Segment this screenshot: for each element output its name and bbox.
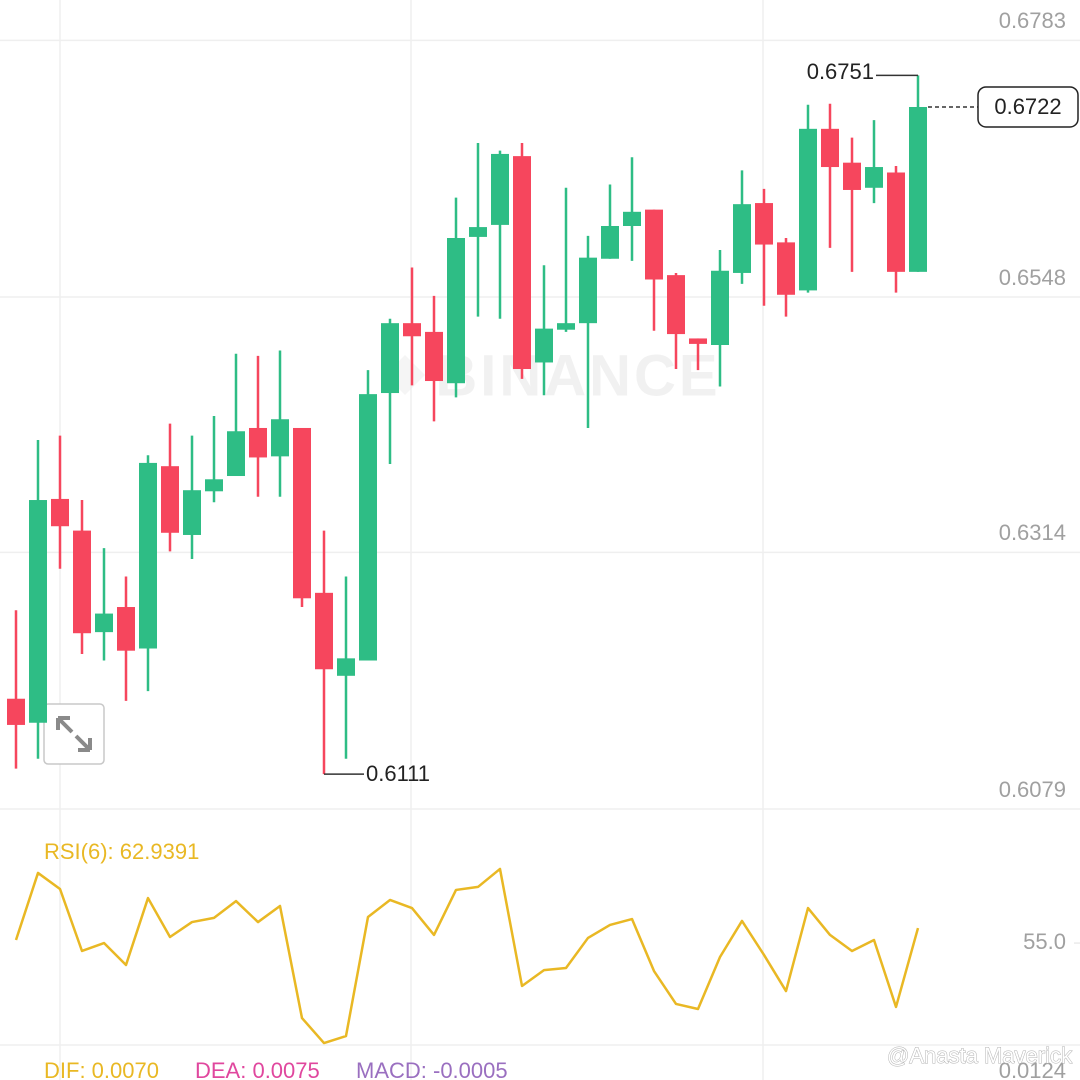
candle-body: [205, 479, 223, 492]
last-price-box: [977, 86, 1079, 128]
candle-body: [601, 225, 619, 259]
legend-entry: DEA: 0.0075: [195, 1058, 320, 1080]
y-tick-label: 0.6314: [999, 520, 1066, 545]
candle-body: [711, 270, 729, 345]
last-price-label: 0.6722: [994, 94, 1061, 119]
y-tick-label: 0.6548: [999, 265, 1066, 290]
candle-body: [843, 162, 861, 190]
candle-body: [183, 490, 201, 535]
candle-body: [117, 607, 135, 651]
y-tick-label: 0.6079: [999, 777, 1066, 802]
candle-body: [469, 227, 487, 237]
candle-body: [315, 592, 333, 670]
candle-body: [73, 530, 91, 634]
candle-body: [7, 698, 25, 725]
candle-body: [909, 106, 927, 272]
y-tick-label: 0.6783: [999, 8, 1066, 33]
candle-body: [29, 500, 47, 723]
high-label: 0.6751: [807, 59, 874, 84]
candle-body: [337, 658, 355, 676]
candle-body: [799, 128, 817, 291]
candle-body: [667, 275, 685, 335]
legend-entry: RSI(6): 62.9391: [44, 839, 199, 864]
candle-body: [865, 167, 883, 188]
candle-body: [161, 466, 179, 533]
y-tick-label: 55.0: [1023, 929, 1066, 954]
candle-body: [425, 331, 443, 382]
watermark: BINANCE: [435, 343, 720, 408]
candle-body: [777, 242, 795, 295]
candle-body: [51, 498, 69, 527]
candle-body: [271, 419, 289, 457]
candle-body: [491, 153, 509, 225]
candle-body: [821, 128, 839, 168]
expand-icon: [56, 716, 92, 752]
legend-entry: MACD: -0.0005: [356, 1058, 508, 1080]
candle-body: [293, 427, 311, 599]
candle-body: [249, 427, 267, 458]
candle-body: [579, 257, 597, 324]
candle-body: [227, 431, 245, 477]
candle-body: [887, 172, 905, 272]
expand-button[interactable]: [43, 703, 105, 765]
candle-body: [95, 613, 113, 633]
candle-body: [447, 238, 465, 384]
candle-body: [359, 394, 377, 661]
candle-body: [513, 156, 531, 370]
candle-body: [557, 323, 575, 330]
credit: @Anasta Maverick: [887, 1043, 1073, 1068]
candle-body: [139, 462, 157, 649]
plot: 0.6783 0.6548 0.6314 0.6079 0.6751 0.6111 0.67…: [0, 8, 1080, 1080]
candle-body: [623, 211, 641, 226]
y-tick-label: 0.0124: [999, 1058, 1066, 1080]
rsi-line: [14, 867, 920, 1045]
candle-body: [689, 338, 707, 344]
legend-entry: DIF: 0.0070: [44, 1058, 159, 1080]
candle-body: [755, 203, 773, 245]
candle-body: [733, 204, 751, 273]
low-label: 0.6111: [366, 761, 430, 786]
candle-body: [535, 328, 553, 363]
candle-body: [645, 209, 663, 280]
candle-body: [403, 323, 421, 337]
candle-body: [381, 323, 399, 394]
